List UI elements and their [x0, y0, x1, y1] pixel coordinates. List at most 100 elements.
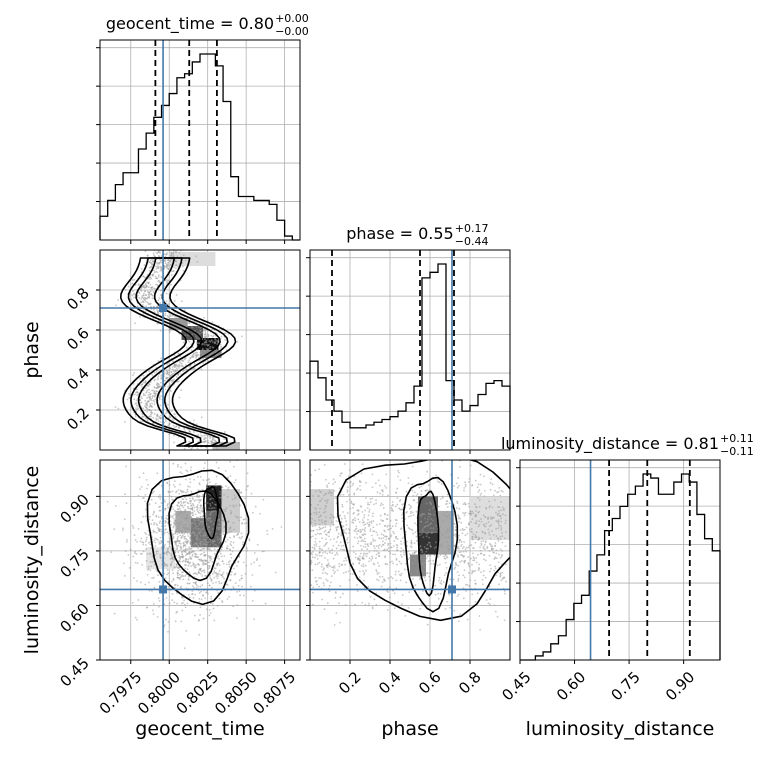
sample-point: [462, 529, 465, 532]
sample-point: [404, 614, 407, 617]
sample-point: [218, 597, 221, 600]
sample-point: [318, 540, 321, 543]
sample-point: [164, 314, 167, 316]
sample-point: [197, 528, 200, 531]
sample-point: [458, 507, 461, 510]
sample-point: [222, 533, 225, 535]
sample-point: [390, 527, 393, 530]
sample-point: [199, 573, 202, 575]
sample-point: [357, 513, 360, 515]
sample-point: [170, 523, 173, 526]
sample-point: [214, 503, 216, 506]
sample-point: [148, 266, 151, 269]
sample-point: [376, 523, 378, 526]
sample-point: [181, 571, 183, 574]
sample-point: [187, 558, 190, 561]
sample-point: [212, 539, 215, 542]
sample-point: [168, 532, 171, 535]
sample-point: [236, 590, 238, 593]
sample-point: [190, 565, 192, 568]
sample-point: [153, 523, 155, 526]
sample-point: [196, 536, 199, 539]
sample-point: [465, 546, 468, 549]
sample-point: [396, 546, 398, 549]
sample-point: [423, 561, 426, 564]
sample-point: [149, 259, 152, 262]
sample-point: [173, 366, 176, 368]
sample-point: [190, 469, 192, 472]
sample-point: [479, 473, 482, 476]
sample-point: [142, 394, 145, 397]
sample-point: [180, 314, 183, 317]
sample-point: [157, 299, 160, 302]
sample-point: [312, 535, 314, 538]
sample-point: [350, 500, 353, 503]
x-tick-label: 0.8075: [250, 668, 300, 718]
sample-point: [140, 268, 143, 270]
sample-point: [490, 478, 493, 481]
sample-point: [355, 525, 358, 528]
sample-point: [232, 528, 235, 531]
sample-point: [470, 544, 473, 547]
sample-point: [189, 481, 192, 484]
sample-point: [234, 496, 237, 499]
sample-point: [163, 253, 166, 256]
sample-point: [179, 542, 182, 545]
sample-point: [190, 508, 192, 510]
sample-point: [310, 474, 312, 476]
sample-point: [156, 378, 159, 381]
sample-point: [263, 550, 265, 553]
sample-point: [459, 561, 462, 563]
sample-point: [177, 489, 180, 491]
sample-point: [218, 557, 220, 560]
sample-point: [215, 354, 218, 357]
hist-step: [520, 473, 721, 661]
sample-point: [368, 602, 370, 605]
sample-point: [363, 579, 365, 582]
sample-point: [449, 578, 452, 581]
sample-point: [203, 336, 206, 339]
sample-point: [362, 565, 365, 568]
sample-point: [146, 247, 148, 249]
sample-point: [148, 415, 151, 418]
sample-point: [230, 556, 233, 559]
sample-point: [198, 498, 201, 501]
sample-point: [150, 565, 153, 568]
sample-point: [167, 585, 170, 588]
sample-point: [389, 561, 391, 564]
sample-point: [206, 546, 209, 548]
sample-point: [225, 540, 227, 543]
sample-point: [491, 517, 494, 520]
sample-point: [456, 595, 459, 598]
sample-point: [219, 490, 221, 493]
sample-point: [152, 290, 155, 293]
sample-point: [144, 544, 147, 546]
sample-point: [319, 527, 322, 530]
sample-point: [175, 565, 178, 568]
sample-point: [188, 548, 191, 550]
sample-point: [177, 463, 179, 466]
sample-point: [398, 508, 401, 510]
sample-point: [171, 535, 174, 538]
sample-point: [146, 384, 149, 387]
sample-point: [169, 259, 172, 262]
sample-point: [194, 455, 196, 457]
sample-point: [446, 541, 449, 543]
sample-point: [213, 619, 216, 622]
sample-point: [238, 519, 241, 522]
sample-point: [132, 555, 135, 558]
sample-point: [202, 559, 204, 562]
sample-point: [415, 494, 418, 497]
sample-point: [184, 523, 186, 526]
x-axis-label-luminosity_distance: luminosity_distance: [526, 718, 715, 740]
sample-point: [183, 341, 185, 344]
sample-point: [152, 416, 155, 419]
sample-point: [323, 494, 325, 497]
sample-point: [171, 410, 173, 413]
sample-point: [191, 514, 194, 516]
x-tick-label: 0.8: [455, 668, 485, 698]
sample-point: [202, 540, 205, 543]
sample-point: [198, 633, 201, 636]
sample-point: [137, 407, 140, 410]
sample-point: [174, 416, 177, 418]
